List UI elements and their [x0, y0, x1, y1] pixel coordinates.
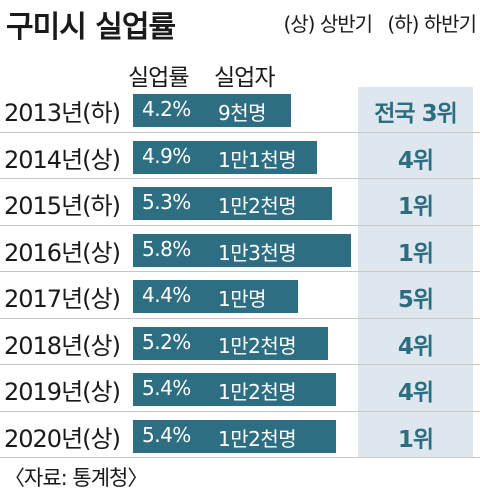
bar: [133, 280, 298, 313]
row-divider: [0, 318, 480, 319]
rank-label: 전국 3위: [374, 101, 458, 127]
category-label: 2017년(상): [4, 285, 121, 313]
rate-label: 5.8%: [142, 237, 191, 261]
rank-label: 4위: [397, 380, 434, 406]
bar-row: 2019년(상) 5.4% 1만2천명 4위: [0, 364, 480, 414]
bar-row: 2017년(상) 4.4% 1만명 5위: [0, 271, 480, 321]
rank-label: 5위: [397, 287, 434, 313]
rank-label: 1위: [397, 241, 434, 267]
count-label: 1만2천명: [218, 334, 297, 358]
header-count: 실업자: [214, 65, 275, 91]
legend: (상) 상반기 (하) 하반기: [273, 8, 477, 37]
bar-row: 2013년(하) 4.2% 9천명 전국 3위: [0, 85, 480, 135]
bar-row: 2016년(상) 5.8% 1만3천명 1위: [0, 225, 480, 275]
row-divider: [0, 178, 480, 179]
rank-label: 1위: [397, 427, 434, 453]
bar: [133, 234, 351, 267]
rate-label: 4.2%: [142, 97, 191, 121]
header-rate: 실업률: [128, 65, 189, 91]
row-divider: [0, 225, 480, 226]
bar-row: 2014년(상) 4.9% 1만1천명 4위: [0, 132, 480, 182]
bar: [133, 327, 328, 360]
count-label: 9천명: [218, 101, 267, 125]
bar-row: 2020년(상) 5.4% 1만2천명 1위: [0, 411, 480, 461]
category-label: 2016년(상): [4, 239, 121, 267]
rate-label: 5.4%: [142, 376, 191, 400]
chart-title: 구미시 실업률: [6, 10, 176, 45]
rate-label: 5.3%: [142, 190, 191, 214]
count-label: 1만1천명: [218, 148, 297, 172]
rank-label: 1위: [397, 194, 434, 220]
bar: [133, 94, 291, 127]
count-label: 1만2천명: [218, 194, 297, 218]
row-divider: [0, 132, 480, 133]
legend-second-half: (하) 하반기: [387, 12, 477, 36]
bar: [133, 420, 336, 453]
source-note: 〈자료: 통계청〉: [4, 466, 148, 490]
category-label: 2014년(상): [4, 146, 121, 174]
rank-panel: [358, 87, 473, 457]
legend-first-half: (상) 상반기: [283, 12, 373, 36]
rate-label: 4.4%: [142, 283, 191, 307]
rank-label: 4위: [397, 334, 434, 360]
rank-label: 4위: [397, 148, 434, 174]
row-divider: [0, 411, 480, 412]
row-divider: [0, 364, 480, 365]
rate-label: 4.9%: [142, 144, 191, 168]
rate-label: 5.2%: [142, 330, 191, 354]
bar: [133, 187, 332, 220]
count-label: 1만2천명: [218, 380, 297, 404]
row-divider: [0, 457, 480, 458]
count-label: 1만2천명: [218, 427, 297, 451]
rate-label: 5.4%: [142, 423, 191, 447]
bar: [133, 141, 317, 174]
bar-row: 2018년(상) 5.2% 1만2천명 4위: [0, 318, 480, 368]
count-label: 1만3천명: [218, 241, 297, 265]
category-label: 2019년(상): [4, 378, 121, 406]
bar-row: 2015년(하) 5.3% 1만2천명 1위: [0, 178, 480, 228]
count-label: 1만명: [218, 287, 267, 311]
category-label: 2020년(상): [4, 425, 121, 453]
category-label: 2015년(하): [4, 192, 121, 220]
category-label: 2018년(상): [4, 332, 121, 360]
bar: [133, 373, 336, 406]
row-divider: [0, 271, 480, 272]
category-label: 2013년(하): [4, 99, 121, 127]
